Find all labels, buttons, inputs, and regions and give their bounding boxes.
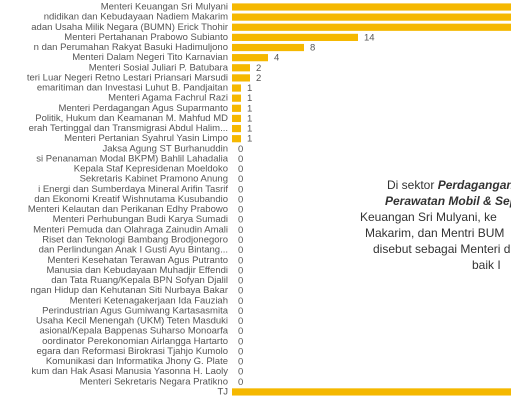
- category-label: Menteri Ketenagakerjaan Ida Fauziah: [70, 295, 228, 306]
- annotation: Di sektor Perdagangan Perawatan Mobil & …: [360, 178, 511, 272]
- bar: [232, 135, 241, 143]
- value-label: 0: [238, 205, 243, 216]
- category-label: Menteri Sosial Juliari P. Batubara: [89, 62, 229, 73]
- value-label: 0: [238, 357, 243, 368]
- bar: [232, 94, 241, 102]
- value-label: 1: [247, 83, 252, 94]
- annotation-line: Di sektor Perdagangan: [387, 178, 511, 192]
- bar: [232, 114, 241, 123]
- category-label: TJ: [217, 386, 228, 397]
- bar: [232, 3, 511, 11]
- category-label: dan Ekonomi Kreatif Wishnutama Kusubandi…: [34, 194, 228, 205]
- bar: [232, 124, 241, 133]
- bar: [232, 388, 511, 396]
- value-label: 0: [238, 336, 243, 347]
- bar: [232, 104, 241, 112]
- value-label: 0: [238, 286, 243, 297]
- value-label: 0: [238, 306, 243, 317]
- value-label: 14: [364, 32, 375, 43]
- category-label: Jaksa Agung ST Burhanuddin: [102, 143, 228, 154]
- category-label: Menteri Dalam Negeri Tito Karnavian: [72, 52, 228, 63]
- bar: [232, 74, 250, 82]
- category-label: Riset dan Teknologi Bambang Brodjonegoro: [42, 235, 228, 246]
- category-label: asional/Kepala Bappenas Suharso Monoarfa: [39, 326, 228, 337]
- value-label: 4: [274, 53, 279, 64]
- value-label: 1: [247, 134, 252, 145]
- category-label: Menteri Pertanian Syahrul Yasin Limpo: [64, 133, 228, 144]
- value-label: 1: [247, 113, 252, 124]
- category-label: ngan Hidup dan Kehutanan Siti Nurbaya Ba…: [30, 285, 228, 296]
- category-label: Menteri Keuangan Sri Mulyani: [101, 2, 228, 13]
- value-label: 0: [238, 326, 243, 337]
- category-label: Menteri Sekretaris Negara Pratikno: [80, 376, 228, 387]
- category-label: Menteri Kesehatan Terawan Agus Putranto: [48, 255, 228, 266]
- category-label: Menteri Agama Fachrul Razi: [108, 93, 228, 104]
- bar: [232, 23, 511, 31]
- category-label: adan Usaha Milik Negara (BUMN) Erick Tho…: [31, 22, 228, 33]
- category-label: ndidikan dan Kebudayaan Nadiem Makarim: [44, 12, 228, 23]
- value-label: 1: [247, 103, 252, 114]
- category-label: Menteri Pemuda dan Olahraga Zainudin Ama…: [33, 224, 228, 235]
- category-label: teri Luar Negeri Retno Lestari Priansari…: [27, 72, 228, 83]
- value-label: 0: [238, 235, 243, 246]
- value-label: 0: [238, 184, 243, 195]
- category-label: Usaha Kecil Menengah (UKM) Teten Masduki: [36, 316, 228, 327]
- bar: [232, 33, 358, 41]
- category-label: Politik, Hukum dan Keamanan M. Mahfud MD: [35, 113, 228, 124]
- category-label: egara dan Reformasi Birokrasi Tjahjo Kum…: [37, 346, 229, 357]
- category-label: si Penanaman Modal BKPM) Bahlil Lahadali…: [36, 153, 228, 164]
- bar: [232, 54, 268, 62]
- value-label: 2: [256, 73, 261, 84]
- value-label: 0: [238, 296, 243, 307]
- annotation-line: Keuangan Sri Mulyani, ke: [360, 210, 497, 224]
- value-label: 0: [238, 174, 243, 185]
- value-label: 8: [310, 43, 315, 54]
- annotation-line: Makarim, dan Mentri BUM: [365, 226, 504, 240]
- annotation-line: baik I: [472, 258, 501, 272]
- annotation-line: Perawatan Mobil & Sep: [385, 194, 511, 208]
- annotation-emphasis: Perdagangan: [438, 178, 511, 192]
- value-label: 0: [238, 154, 243, 165]
- category-label: emaritiman dan Investasi Luhut B. Pandja…: [37, 83, 228, 94]
- category-label: n dan Perumahan Rakyat Basuki Hadimuljon…: [34, 42, 228, 53]
- value-label: 0: [238, 346, 243, 357]
- bar: [232, 64, 250, 72]
- category-label: erah Tertinggal dan Transmigrasi Abdul H…: [29, 123, 228, 134]
- value-label: 0: [238, 276, 243, 287]
- value-label: 0: [238, 255, 243, 266]
- category-label: Kepala Staf Kepresidenan Moeldoko: [74, 164, 228, 175]
- category-label: oordinator Perekonomian Airlangga Hartar…: [42, 336, 228, 347]
- value-label: 2: [256, 63, 261, 74]
- value-label: 0: [238, 164, 243, 175]
- value-label: 0: [238, 194, 243, 205]
- annotation-text: Di sektor: [387, 178, 438, 192]
- value-label: 0: [238, 316, 243, 327]
- bar: [232, 84, 241, 92]
- category-label: dan Tata Ruang/Kepala BPN Sofyan Djalil: [51, 275, 228, 286]
- category-label: Komunikasi dan Informatika Jhony G. Plat…: [46, 356, 228, 367]
- value-label: 1: [247, 124, 252, 135]
- category-label: Manusia dan Kebudayaan Muhadjir Effendi: [46, 265, 228, 276]
- value-label: 0: [238, 245, 243, 256]
- annotation-line: disebut sebagai Menteri d: [373, 242, 510, 256]
- value-label: 0: [238, 215, 243, 226]
- category-label: Perindustrian Agus Gumiwang Kartasasmita: [42, 305, 229, 316]
- bar: [232, 43, 304, 52]
- value-label: 0: [238, 225, 243, 236]
- value-label: 0: [238, 265, 243, 276]
- value-label: 0: [238, 367, 243, 378]
- category-label: i Energi dan Sumberdaya Mineral Arifin T…: [38, 184, 228, 195]
- category-label: Menteri Kelautan dan Perikanan Edhy Prab…: [28, 204, 228, 215]
- value-label: 0: [238, 377, 243, 388]
- value-label: 0: [238, 144, 243, 155]
- category-label: Menteri Pertahanan Prabowo Subianto: [64, 32, 228, 43]
- bar: [232, 13, 511, 21]
- value-label: 1: [247, 93, 252, 104]
- category-label: Menteri Perhubungan Budi Karya Sumadi: [53, 214, 228, 225]
- category-label: dan Perlindungan Anak I Gusti Ayu Bintan…: [39, 245, 228, 256]
- category-label: kum dan Hak Asasi Manusia Yasonna H. Lao…: [31, 366, 228, 377]
- category-label: Menteri Perdagangan Agus Suparmanto: [58, 103, 228, 114]
- category-label: Sekretaris Kabinet Pramono Anung: [80, 174, 228, 185]
